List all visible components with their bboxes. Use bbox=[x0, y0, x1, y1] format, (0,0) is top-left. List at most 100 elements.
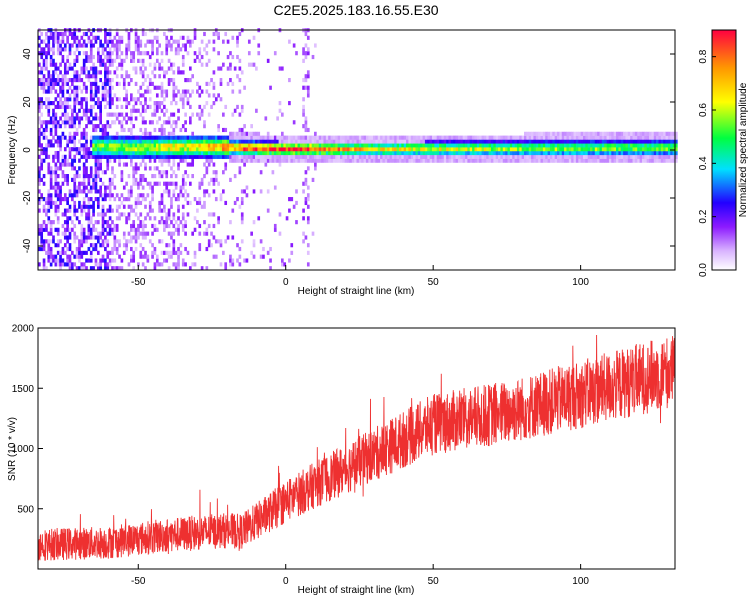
heatmap-cell bbox=[616, 135, 619, 140]
heatmap-cell bbox=[52, 124, 55, 129]
heatmap-cell bbox=[130, 93, 133, 98]
heatmap-cell bbox=[45, 97, 48, 102]
heatmap-cell bbox=[49, 254, 53, 259]
heatmap-cell bbox=[608, 154, 612, 159]
heatmap-cell bbox=[627, 143, 631, 148]
heatmap-cell bbox=[429, 147, 433, 152]
heatmap-cell bbox=[283, 139, 287, 144]
heatmap-cell bbox=[89, 150, 93, 156]
heatmap-cell bbox=[96, 204, 100, 209]
heatmap-cell bbox=[304, 139, 308, 144]
heatmap-cell bbox=[616, 147, 619, 152]
heatmap-cell bbox=[134, 200, 138, 206]
heatmap-cell bbox=[328, 154, 331, 159]
heatmap-cell bbox=[127, 262, 131, 267]
heatmap-cell bbox=[144, 250, 147, 255]
heatmap-cell bbox=[47, 220, 51, 225]
heatmap-cell bbox=[634, 147, 638, 152]
heatmap-cell bbox=[578, 150, 581, 156]
heatmap-cell bbox=[137, 135, 140, 140]
heatmap-cell bbox=[172, 150, 176, 156]
heatmap-cell bbox=[219, 139, 223, 144]
heatmap-cell bbox=[42, 262, 46, 267]
heatmap-cell bbox=[535, 135, 539, 140]
heatmap-cell bbox=[231, 35, 235, 40]
heatmap-cell bbox=[219, 66, 223, 71]
heatmap-cell bbox=[40, 97, 44, 102]
top-x-ticks: -50 0 50 100 bbox=[131, 265, 589, 288]
heatmap-cell bbox=[462, 135, 466, 140]
heatmap-cell bbox=[599, 158, 603, 163]
heatmap-cell bbox=[304, 143, 308, 148]
heatmap-cell bbox=[269, 135, 272, 140]
heatmap-cell bbox=[229, 147, 232, 152]
heatmap-cell bbox=[38, 135, 41, 140]
heatmap-cell bbox=[163, 258, 166, 263]
heatmap-cell bbox=[108, 197, 112, 202]
heatmap-cell bbox=[597, 139, 600, 144]
heatmap-cell bbox=[406, 143, 409, 148]
heatmap-cell bbox=[646, 154, 650, 159]
heatmap-cell bbox=[455, 139, 459, 144]
heatmap-cell bbox=[281, 147, 284, 152]
heatmap-cell bbox=[104, 193, 107, 198]
heatmap-cell bbox=[328, 158, 331, 163]
heatmap-cell bbox=[247, 139, 251, 144]
heatmap-cell bbox=[408, 139, 412, 144]
heatmap-cell bbox=[99, 54, 102, 60]
heatmap-cell bbox=[266, 189, 270, 194]
heatmap-cell bbox=[127, 189, 131, 194]
heatmap-cell bbox=[158, 158, 161, 163]
heatmap-cell bbox=[259, 154, 263, 159]
heatmap-cell bbox=[203, 154, 206, 159]
heatmap-cell bbox=[66, 112, 69, 117]
heatmap-cell bbox=[203, 174, 206, 179]
heatmap-cell bbox=[665, 147, 669, 152]
heatmap-cell bbox=[335, 154, 338, 159]
heatmap-cell bbox=[184, 112, 187, 117]
heatmap-cell bbox=[611, 147, 614, 152]
heatmap-cell bbox=[229, 135, 232, 140]
heatmap-cell bbox=[675, 131, 678, 136]
heatmap-cell bbox=[82, 62, 86, 67]
heatmap-cell bbox=[151, 143, 154, 148]
heatmap-cell bbox=[257, 43, 261, 48]
heatmap-cell bbox=[170, 181, 173, 186]
heatmap-cell bbox=[205, 43, 209, 48]
heatmap-cell bbox=[54, 193, 58, 198]
heatmap-cell bbox=[106, 193, 110, 198]
heatmap-cell bbox=[49, 170, 53, 175]
heatmap-cell bbox=[101, 254, 105, 259]
heatmap-cell bbox=[318, 150, 322, 156]
heatmap-cell bbox=[38, 62, 41, 67]
y-tick-label: 20 bbox=[22, 96, 33, 108]
heatmap-cell bbox=[113, 185, 117, 190]
heatmap-cell bbox=[231, 135, 235, 140]
heatmap-cell bbox=[427, 139, 430, 144]
heatmap-cell bbox=[500, 135, 504, 140]
heatmap-cell bbox=[104, 235, 107, 240]
heatmap-cell bbox=[203, 124, 206, 129]
heatmap-cell bbox=[323, 139, 327, 144]
heatmap-cell bbox=[219, 147, 223, 152]
heatmap-cell bbox=[47, 166, 51, 171]
heatmap-cell bbox=[40, 158, 44, 163]
heatmap-cell bbox=[531, 150, 534, 156]
heatmap-cell bbox=[49, 143, 53, 148]
heatmap-cell bbox=[170, 62, 173, 67]
heatmap-cell bbox=[592, 131, 596, 136]
heatmap-cell bbox=[229, 131, 232, 136]
heatmap-cell bbox=[398, 147, 402, 152]
heatmap-cell bbox=[130, 135, 133, 140]
heatmap-cell bbox=[599, 139, 603, 144]
heatmap-cell bbox=[52, 200, 55, 206]
heatmap-cell bbox=[148, 62, 152, 67]
heatmap-cell bbox=[40, 39, 44, 44]
heatmap-cell bbox=[646, 150, 650, 156]
heatmap-cell bbox=[160, 262, 164, 267]
heatmap-cell bbox=[80, 143, 84, 148]
heatmap-cell bbox=[94, 124, 98, 129]
heatmap-cell bbox=[42, 81, 46, 86]
heatmap-cell bbox=[94, 81, 98, 86]
heatmap-cell bbox=[490, 139, 494, 144]
